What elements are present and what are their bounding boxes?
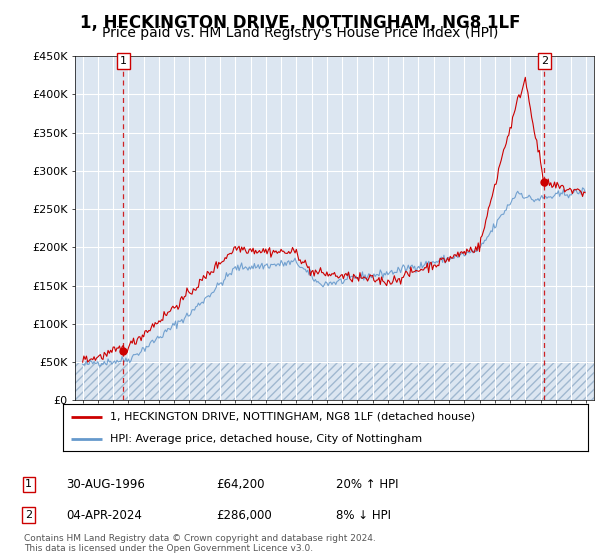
Text: 2: 2 [25,510,32,520]
Text: 20% ↑ HPI: 20% ↑ HPI [336,478,398,491]
Text: 2: 2 [541,56,548,66]
Text: 30-AUG-1996: 30-AUG-1996 [66,478,145,491]
Text: £64,200: £64,200 [216,478,265,491]
Text: Price paid vs. HM Land Registry's House Price Index (HPI): Price paid vs. HM Land Registry's House … [102,26,498,40]
Text: 8% ↓ HPI: 8% ↓ HPI [336,508,391,522]
Text: 1, HECKINGTON DRIVE, NOTTINGHAM, NG8 1LF: 1, HECKINGTON DRIVE, NOTTINGHAM, NG8 1LF [80,14,520,32]
Text: HPI: Average price, detached house, City of Nottingham: HPI: Average price, detached house, City… [110,434,422,444]
Text: £286,000: £286,000 [216,508,272,522]
Text: 1: 1 [120,56,127,66]
Text: 1, HECKINGTON DRIVE, NOTTINGHAM, NG8 1LF (detached house): 1, HECKINGTON DRIVE, NOTTINGHAM, NG8 1LF… [110,412,475,422]
Text: 1: 1 [25,479,32,489]
Text: 04-APR-2024: 04-APR-2024 [66,508,142,522]
Text: Contains HM Land Registry data © Crown copyright and database right 2024.
This d: Contains HM Land Registry data © Crown c… [24,534,376,553]
